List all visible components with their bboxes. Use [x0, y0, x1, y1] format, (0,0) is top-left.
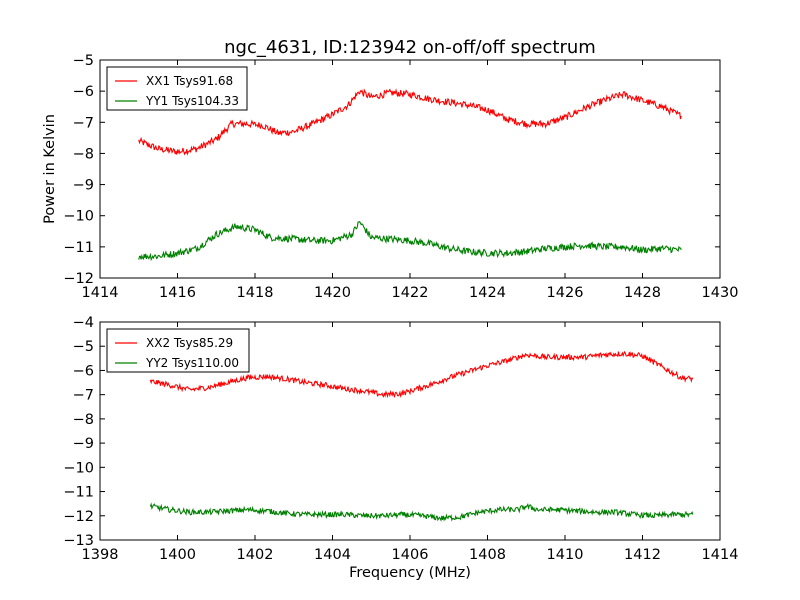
legend: XX1 Tsys91.68 YY1 Tsys104.33: [106, 66, 248, 111]
x-tick-label: 1428: [624, 285, 661, 301]
y-tick-label: −5: [73, 53, 94, 69]
x-tick-label: 1418: [237, 285, 274, 301]
x-tick-label: 1398: [82, 547, 119, 563]
y-tick-label: −6: [73, 363, 94, 379]
x-tick-label: 1416: [159, 285, 196, 301]
series-line-yy: [149, 502, 694, 523]
y-tick-label: −11: [63, 485, 94, 501]
y-tick-label: −8: [73, 412, 94, 428]
x-tick-label: 1420: [314, 285, 351, 301]
y-tick-label: −5: [73, 339, 94, 355]
x-tick-label: 1404: [314, 547, 351, 563]
y-tick-label: −12: [63, 271, 94, 287]
x-axis-label: Frequency (MHz): [349, 565, 471, 581]
y-axis-label: Power in Kelvin: [42, 114, 58, 224]
x-tick-label: 1410: [547, 547, 584, 563]
y-tick-label: −10: [63, 460, 94, 476]
x-tick-label: 1414: [82, 285, 119, 301]
x-tick-label: 1402: [237, 547, 274, 563]
legend-box: [106, 66, 248, 111]
x-tick-label: 1426: [547, 285, 584, 301]
y-tick-label: −10: [63, 209, 94, 225]
x-tick-label: 1400: [159, 547, 196, 563]
series-line-xx: [149, 350, 694, 399]
y-tick-label: −8: [73, 146, 94, 162]
y-tick-label: −4: [73, 315, 94, 331]
series-line-yy: [138, 221, 682, 262]
x-tick-label: 1414: [702, 547, 739, 563]
legend-entry: YY1 Tsys104.33: [145, 94, 239, 108]
y-tick-label: −9: [73, 436, 94, 452]
legend-box: [106, 328, 250, 373]
x-tick-label: 1424: [469, 285, 506, 301]
legend-entry: XX2 Tsys85.29: [146, 336, 233, 350]
x-tick-label: 1422: [392, 285, 429, 301]
chart-title: ngc_4631, ID:123942 on-off/off spectrum: [224, 37, 596, 58]
legend-entry: YY2 Tsys110.00: [145, 356, 239, 370]
y-tick-label: −7: [73, 115, 94, 131]
y-tick-label: −7: [73, 388, 94, 404]
x-tick-label: 1408: [469, 547, 506, 563]
top-panel: 1414 1416 1418 1420 1422 1424 1426 1428 1430 −12 −…: [63, 53, 738, 301]
y-tick-label: −13: [63, 533, 94, 549]
series-line-xx: [138, 88, 682, 156]
y-tick-label: −12: [63, 509, 94, 525]
x-tick-label: 1406: [392, 547, 429, 563]
x-tick-label: 1412: [624, 547, 661, 563]
y-tick-label: −11: [63, 240, 94, 256]
legend: XX2 Tsys85.29 YY2 Tsys110.00: [106, 328, 250, 373]
y-tick-label: −6: [73, 84, 94, 100]
bottom-panel: 1398 1400 1402 1404 1406 1408 1410 1412 1414 −13 −…: [63, 315, 738, 563]
x-tick-label: 1430: [702, 285, 739, 301]
legend-entry: XX1 Tsys91.68: [146, 74, 233, 88]
y-tick-label: −9: [73, 178, 94, 194]
